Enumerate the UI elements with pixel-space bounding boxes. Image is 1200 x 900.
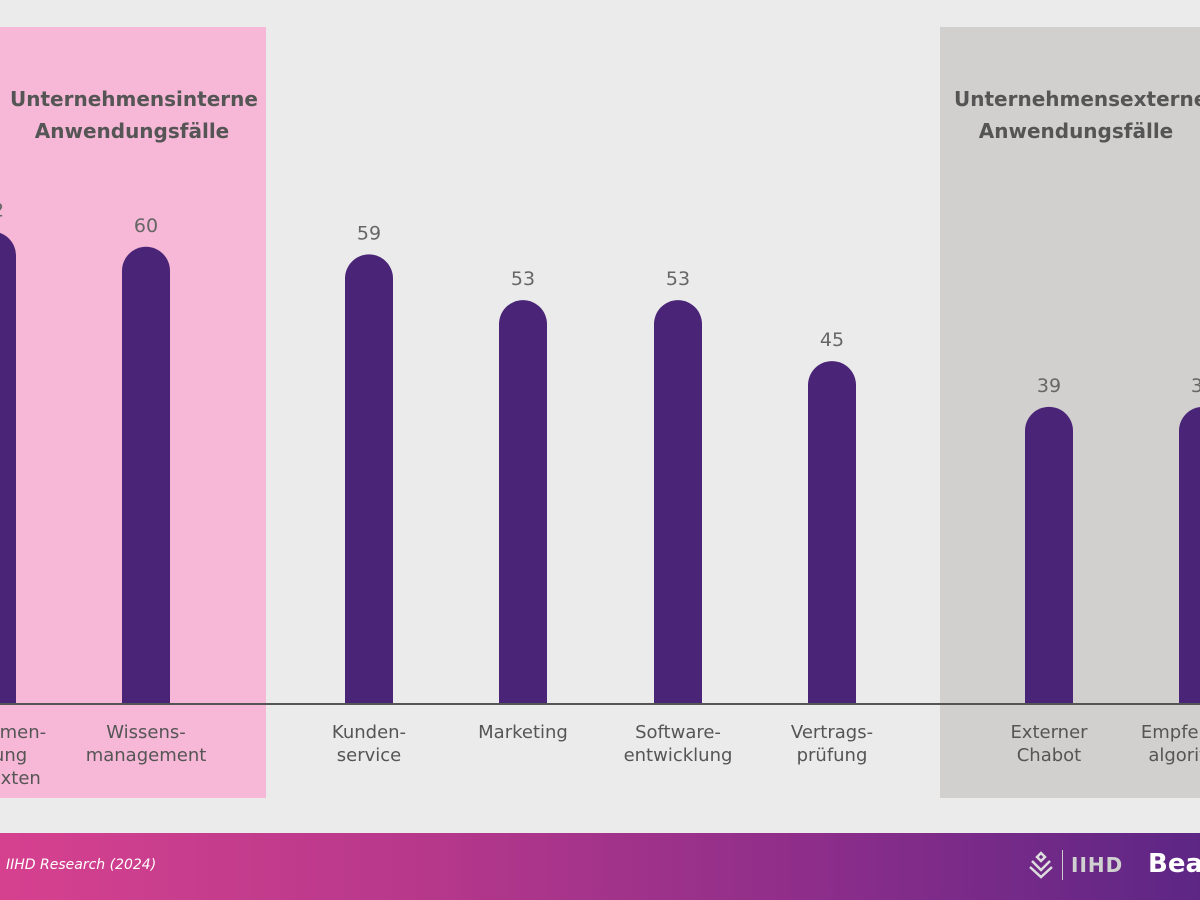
iihd-logo-text: IIHD — [1071, 853, 1124, 877]
category-label: entwicklung — [624, 745, 733, 766]
iihd-logo-icon — [1029, 851, 1053, 879]
bar — [345, 254, 393, 704]
category-label: Externer — [1010, 722, 1088, 743]
category-label: Chabot — [1017, 745, 1082, 766]
category-label: fassung — [0, 745, 27, 766]
logo-separator — [1062, 850, 1063, 880]
bar — [654, 300, 702, 704]
external-group-title: Unternehmensexterne Anwendungsfälle — [954, 87, 1200, 143]
bar — [808, 361, 856, 704]
brand-logo: Bea — [1148, 849, 1200, 879]
category-label: Marketing — [478, 722, 568, 743]
data-label: 53 — [511, 268, 535, 290]
source-note: IIHD Research (2024) — [6, 857, 157, 873]
category-label: algorithmen — [1148, 745, 1200, 766]
data-label: 59 — [357, 222, 381, 244]
bar — [0, 233, 16, 704]
data-label: 45 — [820, 329, 844, 351]
category-label: Zusammen- — [0, 722, 46, 743]
category-label: service — [337, 745, 401, 766]
category-label: prüfung — [797, 745, 868, 766]
category-label: Software- — [635, 722, 721, 743]
data-label: 39 — [1191, 375, 1200, 397]
bar — [1179, 407, 1200, 704]
internal-group-title: Unternehmensinterne Anwendungsfälle — [10, 87, 258, 143]
data-label: 39 — [1037, 375, 1061, 397]
category-label: Kunden- — [332, 722, 406, 743]
footer-bar: IIHD Research (2024) IIHD Bea — [0, 833, 1200, 900]
bar — [499, 300, 547, 704]
bar — [1025, 406, 1073, 704]
iihd-logo: IIHD — [1028, 850, 1123, 880]
bar — [122, 246, 170, 704]
category-label: Vertrags- — [791, 722, 873, 743]
data-label: 53 — [666, 268, 690, 290]
category-label: Empfehlungs- — [1141, 722, 1200, 743]
category-label: management — [86, 745, 207, 766]
category-label: von Texten — [0, 768, 41, 789]
data-label: 62 — [0, 200, 4, 222]
category-label: Wissens- — [106, 722, 186, 743]
data-label: 60 — [134, 215, 158, 237]
